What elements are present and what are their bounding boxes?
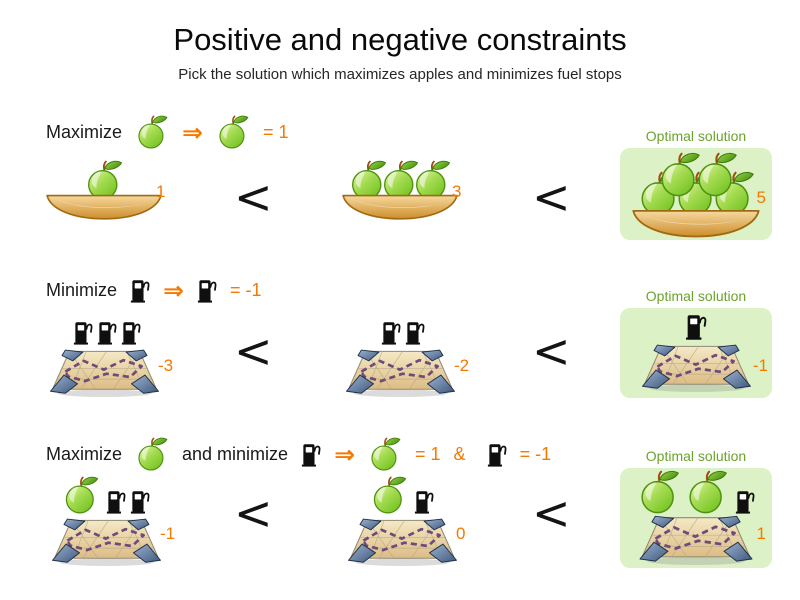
map-icons-row — [67, 320, 141, 345]
apple-icon — [637, 470, 681, 514]
route-map-icon — [47, 344, 162, 398]
maximize-label: Maximize — [46, 121, 123, 142]
fuel-group — [381, 320, 425, 345]
implies-arrow-icon: ⇒ — [163, 275, 184, 305]
solution-candidate: -1 — [42, 476, 175, 567]
fuel-pump-icon — [381, 320, 401, 345]
route-map-icon — [49, 513, 164, 567]
route-map-icon — [639, 339, 754, 393]
apple-icon — [370, 476, 408, 514]
score-badge: -1 — [160, 524, 176, 543]
apples-group — [62, 476, 100, 514]
bowl-icon — [341, 193, 459, 221]
fuel-pump-icon — [130, 278, 150, 303]
fuel-pump-icon — [130, 489, 150, 514]
fuel-pump-icon — [301, 442, 321, 467]
fuel-pump-icon — [197, 278, 217, 303]
implies-arrow-icon: ⇒ — [334, 439, 356, 469]
fuel-pump-icon — [487, 442, 507, 467]
fuel-pump-icon — [121, 320, 141, 345]
score-badge: -3 — [158, 356, 174, 375]
route-map-icon — [345, 513, 460, 567]
fuel-pump-icon — [414, 489, 434, 514]
implies-arrow-icon: ⇒ — [182, 117, 203, 147]
apple-icon — [685, 470, 729, 514]
solution-candidate: 0 — [338, 476, 466, 567]
less-than-symbol: < — [234, 324, 273, 378]
less-than-symbol: < — [234, 486, 273, 540]
fuel-pump-icon — [97, 320, 117, 345]
score-badge: -2 — [454, 356, 470, 375]
map-icons-row — [375, 320, 425, 345]
score-badge: 1 — [156, 182, 166, 201]
map-icons-row — [370, 476, 434, 514]
constraint-weight: = -1 — [229, 279, 262, 300]
map-icons-row — [637, 470, 755, 514]
minimize-label: Minimize — [46, 279, 118, 300]
bowl-icon — [45, 193, 163, 221]
constraint-weight: = 1 — [262, 121, 289, 142]
fuel-group — [685, 313, 707, 340]
row-3-header: Maximize and minimize ⇒ = 1 & = -1 — [46, 434, 551, 474]
route-map-icon — [343, 344, 458, 398]
less-than-symbol: < — [532, 486, 571, 540]
row-2-header: Minimize ⇒ = -1 — [46, 272, 262, 308]
score-badge: 5 — [756, 188, 766, 207]
score-badge: 3 — [452, 182, 462, 201]
apples-row — [661, 152, 735, 197]
score-badge: 0 — [456, 524, 466, 543]
optimal-solution-label: Optimal solution — [645, 128, 747, 144]
apple-icon — [135, 115, 169, 149]
apples-group — [370, 476, 408, 514]
fuel-group — [73, 320, 141, 345]
and-minimize-label: and minimize — [182, 443, 289, 464]
row-1-header: Maximize ⇒ = 1 — [46, 112, 289, 152]
optimal-solution-box: -1 — [620, 308, 772, 398]
fuel-group — [106, 489, 150, 514]
apple-icon — [135, 437, 169, 471]
solution-candidate: 3 — [338, 160, 462, 221]
optimal-solution-box: 5 — [620, 148, 772, 240]
less-than-symbol: < — [234, 170, 273, 224]
maximize-label: Maximize — [46, 443, 123, 464]
bowl-icon — [631, 208, 761, 239]
optimal-solution-label: Optimal solution — [645, 448, 747, 464]
page-subtitle: Pick the solution which maximizes apples… — [178, 66, 622, 83]
less-than-symbol: < — [532, 324, 571, 378]
score-badge: -1 — [752, 356, 768, 375]
solution-candidate: -2 — [338, 320, 469, 398]
solution-candidate — [631, 152, 761, 239]
map-icons-row — [685, 313, 707, 340]
map-icons-row — [62, 476, 150, 514]
apple-icon — [368, 437, 402, 471]
less-than-symbol: < — [532, 170, 571, 224]
solution-candidate: -3 — [42, 320, 173, 398]
page-title: Positive and negative constraints — [173, 22, 627, 57]
apple-icon — [694, 152, 739, 197]
ampersand: & — [453, 443, 466, 464]
fuel-pump-icon — [685, 313, 707, 340]
optimal-solution-box: 1 — [620, 468, 772, 568]
solution-candidate: 1 — [42, 160, 166, 221]
fuel-pump-icon — [73, 320, 93, 345]
fuel-pump-icon — [106, 489, 126, 514]
apple-icon — [62, 476, 100, 514]
fuel-pump-icon — [405, 320, 425, 345]
apples-group — [637, 470, 729, 514]
constraint-weight: = -1 — [519, 443, 552, 464]
score-badge: 1 — [756, 524, 766, 543]
fuel-group — [414, 489, 434, 514]
constraint-weight: = 1 — [415, 443, 441, 464]
optimal-solution-label: Optimal solution — [645, 288, 747, 304]
apple-icon — [216, 115, 250, 149]
route-map-icon — [636, 510, 756, 566]
